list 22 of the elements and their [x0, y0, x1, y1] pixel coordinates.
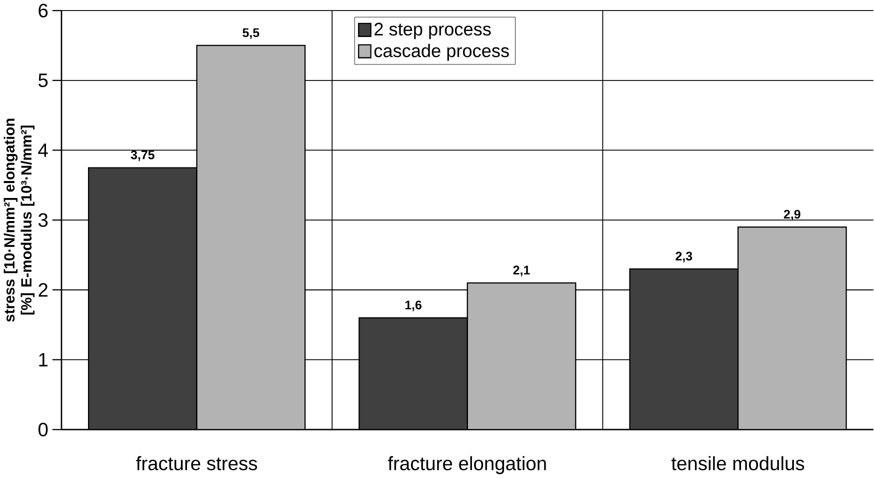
- x-tick-label: tensile modulus: [671, 456, 804, 470]
- y-tick-label: 0: [38, 422, 48, 436]
- x-tick-label: fracture stress: [136, 456, 258, 470]
- y-tick-label: 5: [38, 74, 48, 88]
- bar: [737, 226, 847, 430]
- y-tick-label: 1: [39, 353, 48, 366]
- data-label: 5,5: [242, 28, 260, 39]
- y-tick-label: 3: [38, 213, 48, 227]
- data-label: 2,1: [513, 266, 530, 276]
- data-label: 2,9: [784, 210, 800, 220]
- y-tick-label: 4: [38, 144, 48, 157]
- y-tick-label: 2: [38, 283, 48, 297]
- data-label: 3,75: [130, 150, 154, 162]
- data-label: 2,3: [676, 252, 692, 262]
- bar: [467, 282, 576, 430]
- legend-label: cascade process: [374, 44, 509, 61]
- x-tick-label: fracture elongation: [388, 456, 546, 474]
- bar: [196, 46, 306, 430]
- legend-label: 2 step process: [374, 22, 491, 40]
- y-axis-title: stress [10·N/mm²] elongation [%] E-modulus [10³·N/mm²]: [4, 118, 34, 322]
- y-tick-label: 6: [38, 4, 48, 18]
- data-label: 1,6: [405, 300, 422, 312]
